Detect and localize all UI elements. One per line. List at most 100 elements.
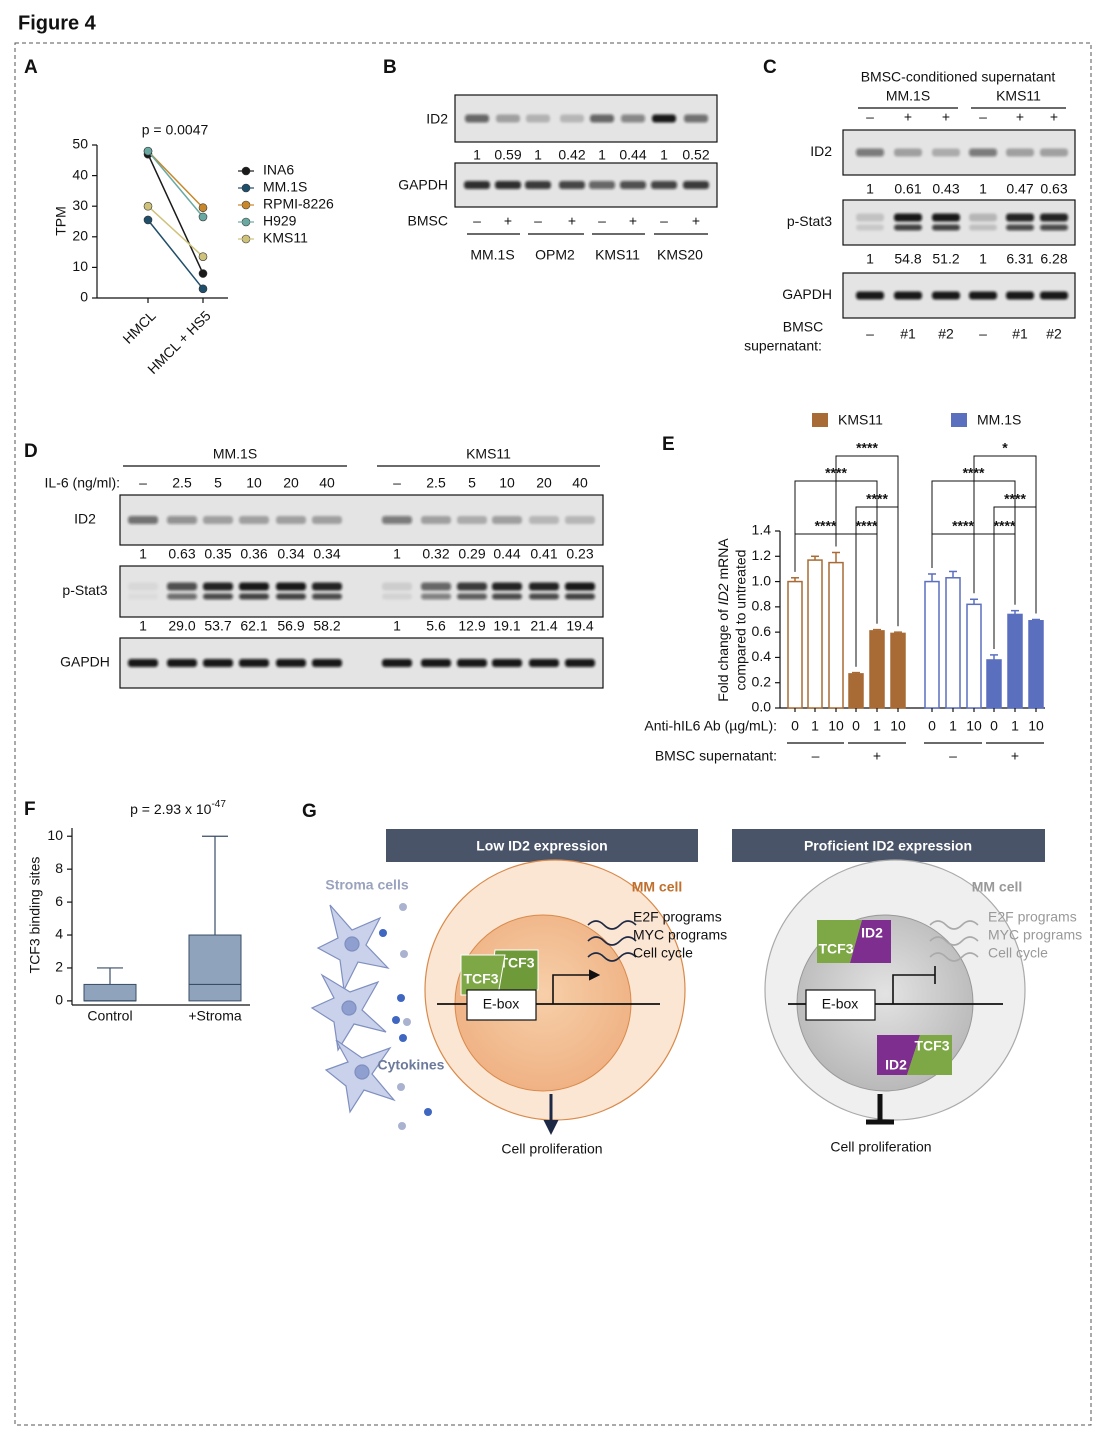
treatment: + <box>504 213 512 229</box>
y-tick-label: 10 <box>72 258 88 274</box>
band <box>203 582 233 591</box>
legend-label: KMS11 <box>838 412 883 428</box>
band <box>203 593 233 600</box>
series-line <box>147 150 204 209</box>
band <box>565 593 595 600</box>
treatment: 5 <box>214 475 222 491</box>
treatment: 20 <box>283 475 299 491</box>
band <box>894 291 922 300</box>
bar <box>828 561 844 709</box>
annotation: p = 0.0047 <box>142 122 209 138</box>
blot-frame <box>842 199 1076 246</box>
point <box>198 269 208 278</box>
band <box>203 516 233 524</box>
point <box>198 252 208 261</box>
point <box>198 212 208 222</box>
x-tick-label: 10 <box>966 718 982 734</box>
band <box>621 114 645 123</box>
significance: **** <box>952 518 974 534</box>
row-label: p-Stat3 <box>787 213 832 229</box>
band <box>1040 224 1068 231</box>
protein-label: ID2 <box>861 925 883 941</box>
row-label: ID2 <box>74 511 96 527</box>
band <box>529 659 559 667</box>
band <box>525 181 551 189</box>
row-label: BMSC <box>408 213 448 229</box>
y-axis-label-part: Fold change of <box>715 605 731 702</box>
band <box>276 659 306 667</box>
cytokine <box>397 1083 405 1091</box>
treatment: + <box>692 213 700 229</box>
figure-title: Figure 4 <box>18 12 97 34</box>
band <box>276 593 306 600</box>
program: MYC programs <box>633 927 727 943</box>
significance-bracket <box>931 533 995 649</box>
y-axis-label-part: ID2 <box>715 583 731 605</box>
y-axis-label-part: mRNA <box>715 538 731 584</box>
band <box>856 213 884 222</box>
band <box>421 659 451 667</box>
band <box>565 659 595 667</box>
figure-border <box>14 42 1092 1426</box>
nucleus <box>341 1000 357 1016</box>
annotation: p = 2.93 x 10-47 <box>130 799 226 817</box>
band <box>128 516 158 524</box>
band <box>312 659 342 667</box>
band <box>167 659 197 667</box>
bar <box>1007 613 1023 709</box>
band <box>203 659 233 667</box>
treatment: – <box>866 109 874 125</box>
condition: – <box>812 748 820 764</box>
x-tick-label: 10 <box>890 718 906 734</box>
point <box>143 201 153 211</box>
y-tick-label: 0 <box>55 992 63 1008</box>
activation-arrow <box>552 969 601 1004</box>
point <box>143 146 153 156</box>
quantification: 0.41 <box>530 546 557 562</box>
band <box>1006 213 1034 222</box>
band <box>529 582 559 591</box>
band <box>496 114 520 123</box>
cell-line: KMS20 <box>657 247 703 263</box>
y-tick-label: 1.4 <box>752 522 772 538</box>
bar <box>945 577 961 709</box>
bar <box>890 632 906 709</box>
annotation-text: p = 2.93 x 10 <box>130 801 212 817</box>
y-axis-label: Fold change of ID2 mRNA <box>715 538 731 702</box>
legend-label: MM.1S <box>977 412 1021 428</box>
band <box>969 148 997 157</box>
bar <box>848 673 864 709</box>
band <box>932 213 960 222</box>
band <box>457 516 487 524</box>
series-line <box>147 153 204 274</box>
y-tick-label: 10 <box>47 827 63 843</box>
quantification: 1 <box>534 147 542 163</box>
cytokine <box>424 1108 432 1116</box>
quantification: 1 <box>393 618 401 634</box>
band <box>239 516 269 524</box>
band <box>1040 291 1068 300</box>
treatment: – <box>979 109 987 125</box>
treatment: 10 <box>246 475 262 491</box>
band <box>465 114 489 123</box>
protein-label: TCF3 <box>915 1038 950 1054</box>
protein-label: TCF3 <box>819 941 854 957</box>
header: BMSC-conditioned supernatant <box>861 69 1056 85</box>
diagram: G Low ID2 expression Proficient ID2 expr… <box>302 801 1082 1157</box>
y-tick-label: 1.0 <box>752 572 772 588</box>
quantification: 1 <box>598 147 606 163</box>
series-line <box>147 150 204 218</box>
band <box>421 582 451 591</box>
panel-letter: G <box>302 801 317 822</box>
row-label: IL-6 (ng/ml): <box>45 475 120 491</box>
treatment: – <box>534 213 542 229</box>
band <box>457 593 487 600</box>
header-box <box>386 829 698 862</box>
band <box>560 114 584 123</box>
band <box>167 516 197 524</box>
band <box>526 114 550 123</box>
y-tick-label: 0.0 <box>752 699 772 715</box>
y-tick-label: 0.4 <box>752 648 772 664</box>
protein-label: ID2 <box>885 1057 907 1073</box>
